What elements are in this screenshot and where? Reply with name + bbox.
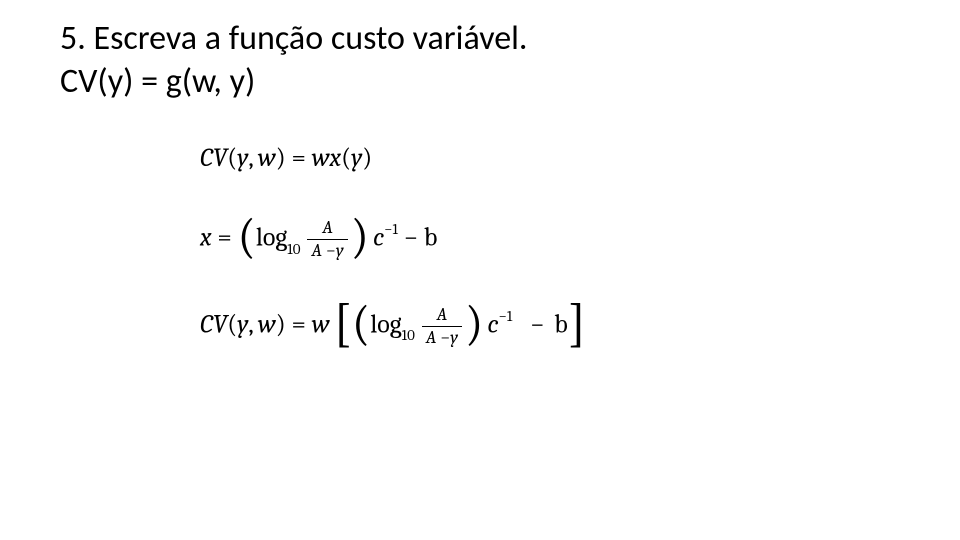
eq2-log-base: 10 (287, 240, 300, 258)
equations-block: CV(y,w) = wx(y) x = (log10AA −y)c−1 − b … (60, 143, 910, 347)
eq3-c-exp: −1 (499, 307, 513, 325)
eq2-frac-num: A (307, 218, 347, 240)
eq2-minus: − (398, 223, 424, 253)
eq1-comma: , (248, 143, 253, 173)
eq3-log-base: 10 (402, 326, 415, 344)
heading-line-1: 5. Escreva a função custo variável. (60, 18, 528, 59)
slide-content: 5. Escreva a função custo variável. CV(y… (0, 0, 960, 347)
eq2-x: x (200, 223, 212, 253)
eq2-equals: = (212, 223, 238, 253)
eq1-rhs-y: y (351, 143, 362, 173)
slide-heading: 5. Escreva a função custo variável. CV(y… (60, 18, 910, 103)
eq2-log: log (256, 223, 287, 253)
eq3-comma: , (248, 309, 253, 339)
eq3-minus: − (524, 309, 550, 339)
eq3-log: log (370, 309, 401, 339)
eq1-rhs-x: x (330, 143, 342, 173)
eq1-equals: = (286, 143, 312, 173)
eq3-y: y (237, 309, 248, 339)
eq2-frac-den: A −y (307, 240, 347, 261)
eq3-w: w (312, 309, 330, 339)
eq1-rhs-lparen: ( (341, 143, 351, 173)
eq3-rparen-args: ) (276, 309, 286, 339)
eq3-b: b (554, 309, 568, 339)
equation-2: x = (log10AA −y)c−1 − b (200, 218, 910, 261)
eq1-rhs-rparen: ) (362, 143, 372, 173)
eq2-c-exp: −1 (384, 220, 398, 238)
eq2-b: b (424, 223, 438, 253)
eq2-fraction: AA −y (307, 218, 347, 261)
equation-1: CV(y,w) = wx(y) (200, 143, 910, 174)
eq1-y: y (237, 143, 248, 173)
eq3-frac-den: A −y (422, 327, 462, 348)
eq3-c: c (487, 309, 498, 339)
eq3-lparen-args: ( (227, 309, 237, 339)
eq3-fraction: AA −y (422, 305, 462, 348)
eq1-rhs-w: w (312, 143, 330, 173)
eq2-c: c (373, 223, 384, 253)
eq3-equals: = (286, 309, 312, 339)
eq1-lparen: ( (227, 143, 237, 173)
eq1-rparen: ) (276, 143, 286, 173)
eq3-frac-num: A (422, 305, 462, 327)
eq1-w: w (258, 143, 276, 173)
eq3-cv: CV (200, 309, 227, 339)
equation-3: CV(y,w) = w[(log10AA −y)c−1 − b] (200, 305, 910, 348)
eq1-cv: CV (200, 143, 227, 173)
heading-line-2: CV(y) = g(w, y) (60, 61, 255, 102)
eq3-w-arg: w (258, 309, 276, 339)
